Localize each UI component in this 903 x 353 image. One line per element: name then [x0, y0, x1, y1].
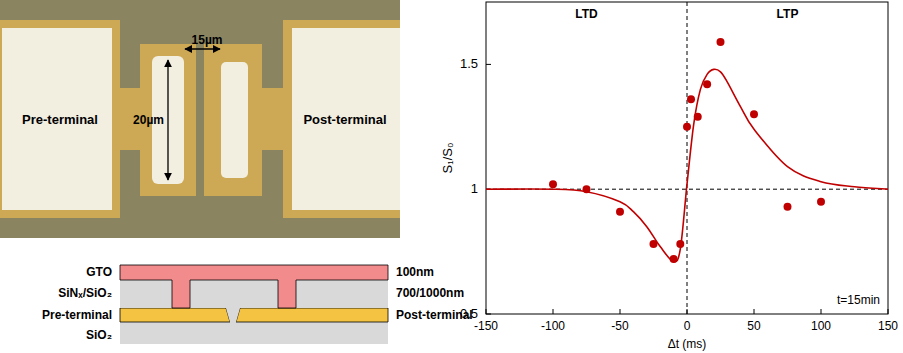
pad: [292, 28, 400, 210]
layer-sio2: [120, 322, 388, 344]
layer-label: Pre-terminal: [42, 308, 112, 322]
dimension-arrow: [167, 60, 168, 180]
layer-label: 700/1000nm: [396, 286, 464, 300]
annotation: t=15min: [837, 293, 880, 307]
electrode-window: [221, 62, 248, 178]
layer-sinx: [120, 278, 388, 308]
x-tick-label: 150: [878, 319, 898, 333]
pad-frame: [283, 20, 400, 218]
connector: [260, 88, 286, 150]
y-tick: [486, 64, 491, 65]
x-tick: [888, 309, 889, 314]
data-point: [683, 123, 691, 131]
dimension-arrow: [185, 48, 220, 49]
y-tick-label: 1: [471, 181, 478, 196]
layer-label: SiO₂: [86, 328, 112, 342]
layer-post-terminal: [236, 308, 388, 322]
plot-frame: [486, 2, 888, 314]
data-point: [750, 110, 758, 118]
x-tick-label: 50: [747, 319, 761, 333]
micrograph: Pre-terminal Post-terminal 15µm 20µm: [0, 0, 400, 238]
x-tick: [821, 309, 822, 314]
photo-background: [0, 0, 400, 238]
pad: [2, 28, 112, 210]
y-tick-label: 1.5: [460, 56, 478, 71]
x-tick: [553, 309, 554, 314]
terminal-label: Post-terminal: [303, 112, 386, 127]
electrode: [204, 44, 262, 196]
data-point: [784, 203, 792, 211]
y-tick: [486, 314, 491, 315]
chart: -150 -100 -50 0 50 100 150 0.5 1 1.5 Δt (ms) S₁/S₀ L…: [440, 2, 898, 351]
x-tick-label: -50: [611, 319, 629, 333]
layer-label: SiNₓ/SiO₂: [58, 286, 112, 300]
x-tick-label: 100: [811, 319, 831, 333]
layer-label: GTO: [86, 265, 112, 279]
annotation: LTP: [777, 7, 799, 21]
cross-section: GTO SiNₓ/SiO₂ Pre-terminal SiO₂ 100nm 700/100…: [42, 265, 473, 344]
data-point: [616, 208, 624, 216]
dimension-label: 15µm: [192, 33, 223, 47]
x-tick: [754, 309, 755, 314]
data-point: [549, 180, 557, 188]
figure: Pre-terminal Post-terminal 15µm 20µm GTO SiNₓ…: [0, 0, 903, 353]
layer-gto: [120, 265, 388, 308]
layer-label: 100nm: [396, 265, 434, 279]
x-tick: [486, 309, 487, 314]
y-tick-label: 0.5: [460, 306, 478, 321]
x-axis-label: Δt (ms): [668, 337, 707, 351]
x-tick-label: -100: [541, 319, 565, 333]
x-tick-label: -150: [474, 319, 498, 333]
x-tick: [620, 309, 621, 314]
layer-pre-terminal: [120, 308, 230, 322]
x-tick-label: 0: [684, 319, 691, 333]
data-point: [817, 198, 825, 206]
dimension-label: 20µm: [133, 113, 164, 127]
data-point: [717, 38, 725, 46]
data-point: [703, 80, 711, 88]
plot-area: [486, 2, 888, 314]
annotation: LTD: [575, 7, 598, 21]
reference-line: [687, 2, 688, 314]
y-axis-label: S₁/S₀: [440, 143, 455, 174]
fit-line: [486, 69, 888, 261]
gap: [226, 308, 240, 322]
terminal-label: Pre-terminal: [22, 112, 98, 127]
pad-frame: [0, 20, 120, 218]
data-point: [687, 95, 695, 103]
